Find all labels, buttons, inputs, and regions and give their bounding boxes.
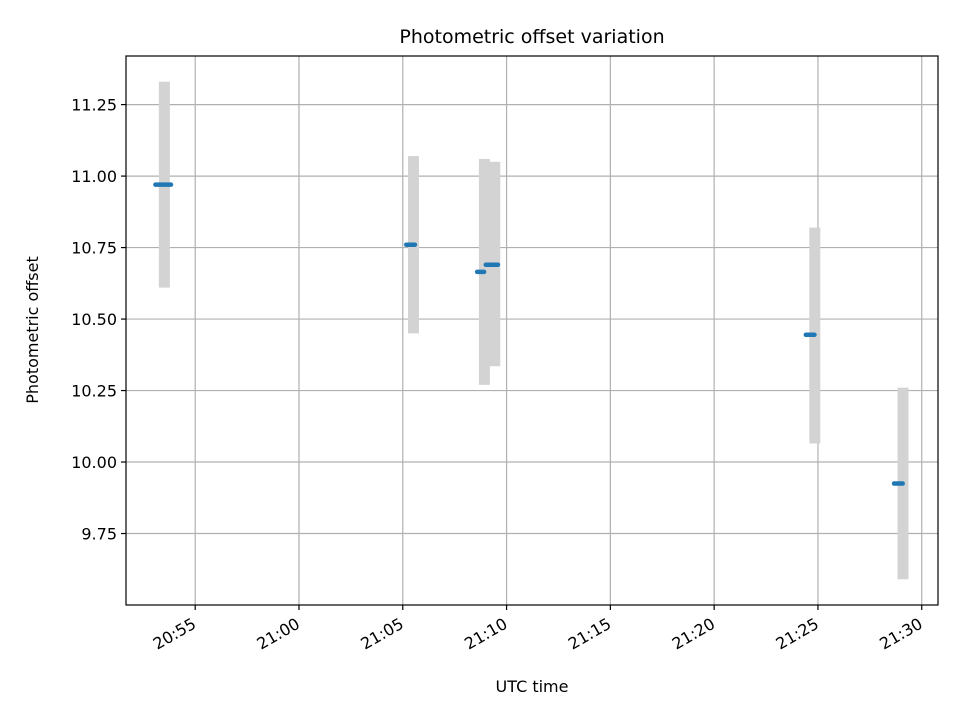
chart-title: Photometric offset variation <box>399 26 664 48</box>
y-tick-label: 11.25 <box>71 96 117 115</box>
y-tick-label: 11.00 <box>71 167 117 186</box>
y-tick-label: 10.00 <box>71 453 117 472</box>
y-axis-title: Photometric offset <box>23 256 42 404</box>
grid <box>126 56 938 605</box>
y-tick-label: 10.25 <box>71 382 117 401</box>
plot-frame <box>125 55 939 606</box>
y-tick-label: 10.50 <box>71 310 117 329</box>
y-tick-label: 10.75 <box>71 239 117 258</box>
y-tick-label: 9.75 <box>81 525 117 544</box>
y-axis-ticks: 9.75 10.00 10.25 10.50 10.75 11.00 11.25 <box>71 96 126 544</box>
data-points <box>153 182 905 486</box>
x-axis-title: UTC time <box>496 677 569 696</box>
